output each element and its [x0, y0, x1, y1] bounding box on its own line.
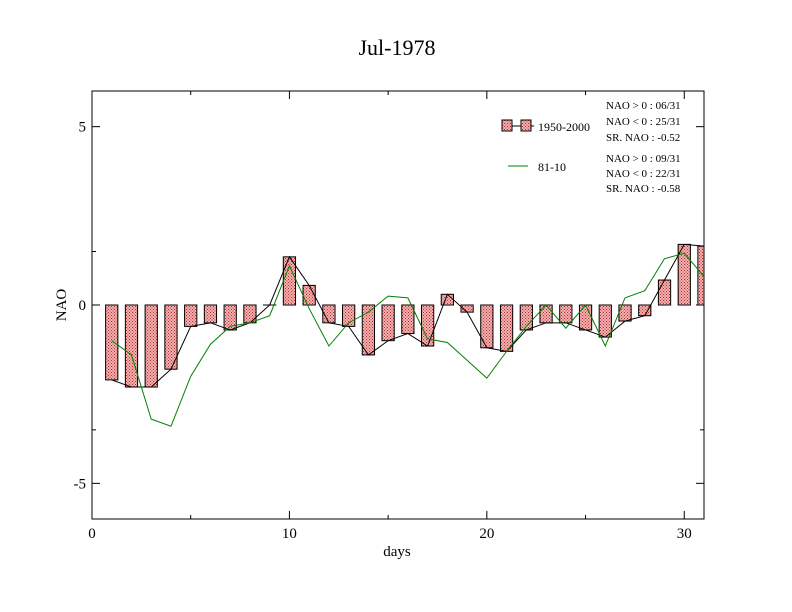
- stats-annotation-81-10: NAO > 0 : 09/31 NAO < 0 : 22/31 SR. NAO …: [606, 153, 681, 195]
- bar-1950-2000: [598, 304, 612, 338]
- stats-annotation-1950-2000: NAO > 0 : 06/31 NAO < 0 : 25/31 SR. NAO …: [606, 100, 681, 144]
- y-axis-label: NAO: [54, 289, 70, 322]
- line-81-10: [111, 252, 705, 427]
- stat-sr-1950-2000: SR. NAO : -0.52: [606, 132, 680, 144]
- bar-1950-2000: [105, 304, 119, 381]
- bar-1950-2000: [184, 304, 198, 327]
- x-tick-label: 30: [677, 526, 692, 542]
- bar-1950-2000: [203, 304, 218, 324]
- stat-positive-1950-2000: NAO > 0 : 06/31: [606, 100, 681, 112]
- bar-1950-2000: [480, 304, 494, 349]
- bar-1950-2000: [144, 304, 158, 388]
- bar-1950-2000: [499, 304, 514, 352]
- stat-sr-81-10: SR. NAO : -0.58: [606, 183, 681, 195]
- bar-1950-2000: [638, 304, 652, 317]
- bar-1950-2000: [578, 304, 593, 331]
- bar-1950-2000: [381, 304, 395, 342]
- legend-label-1950-2000: 1950-2000: [538, 120, 590, 134]
- y-tick-label: 5: [79, 120, 87, 136]
- x-tick-label: 10: [282, 526, 297, 542]
- chart-title: Jul-1978: [359, 35, 436, 60]
- bar-1950-2000: [559, 304, 573, 324]
- stat-negative-81-10: NAO < 0 : 22/31: [606, 168, 681, 180]
- bar-1950-2000: [539, 304, 553, 324]
- x-tick-label: 0: [88, 526, 96, 542]
- legend-swatch-1950-2000-b: [520, 119, 532, 132]
- x-axis-label: days: [383, 544, 411, 560]
- stat-positive-81-10: NAO > 0 : 09/31: [606, 153, 681, 165]
- legend-swatch-1950-2000: [501, 119, 513, 132]
- bar-1950-2000: [243, 304, 257, 324]
- legend-entry-81-10: 81-10: [508, 160, 566, 174]
- bar-1950-2000: [657, 279, 672, 306]
- bar-1950-2000: [124, 304, 139, 388]
- bar-1950-2000: [401, 304, 415, 335]
- line-1950-2000: [111, 243, 705, 388]
- x-tick-label: 20: [479, 526, 494, 542]
- bar-1950-2000: [282, 256, 297, 306]
- legend-entry-1950-2000: 1950-2000: [501, 119, 590, 134]
- y-tick-label: 0: [79, 298, 87, 314]
- bar-series-1950-2000: [105, 243, 705, 388]
- legend: 1950-2000 81-10 NAO > 0 : 06/31 NAO < 0 …: [501, 100, 681, 195]
- line-series-group: [111, 243, 705, 427]
- stat-negative-1950-2000: NAO < 0 : 25/31: [606, 116, 681, 128]
- bar-1950-2000: [302, 284, 316, 306]
- bar-1950-2000: [440, 293, 454, 306]
- y-tick-label: -5: [74, 476, 87, 492]
- x-axis: 0 10 20 30: [88, 91, 692, 542]
- legend-label-81-10: 81-10: [538, 160, 566, 174]
